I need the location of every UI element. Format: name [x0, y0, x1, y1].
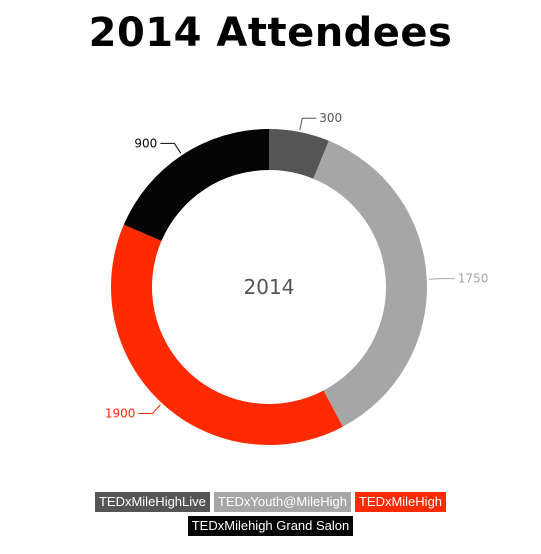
leader-lines — [138, 117, 455, 414]
donut-slices — [111, 129, 427, 445]
legend-item-tedxmilehigh[interactable]: TEDxMileHigh — [354, 492, 447, 512]
slice-tedxmilehighlive[interactable] — [269, 129, 329, 179]
legend-item-tedxmilehigh-grand-salon[interactable]: TEDxMilehigh Grand Salon — [187, 516, 354, 536]
center-label: 2014 — [244, 275, 295, 299]
chart-title: 2014 Attendees — [88, 10, 453, 56]
leader-line-tedxmilehigh — [138, 404, 161, 414]
data-labels: 300 1750 1900 900 — [105, 111, 488, 420]
donut-chart: 300 1750 1900 900 2014 — [105, 111, 488, 445]
leader-line-tedxmilehigh-grand-salon — [160, 142, 182, 154]
leader-line-tedxyouth-milehigh — [428, 278, 455, 280]
slice-tedxmilehigh[interactable] — [111, 224, 343, 445]
legend: TEDxMileHighLive TEDxYouth@MileHigh TEDxMi… — [0, 492, 541, 536]
data-label-tedxmilehigh: 1900 — [105, 406, 136, 420]
data-label-tedxmilehigh-grand-salon: 900 — [134, 136, 157, 150]
slice-tedxyouth-milehigh[interactable] — [313, 140, 427, 427]
data-label-tedxyouth-milehigh: 1750 — [458, 272, 489, 286]
data-label-tedxmilehighlive: 300 — [319, 111, 342, 125]
legend-item-tedxyouth-milehigh[interactable]: TEDxYouth@MileHigh — [213, 492, 351, 512]
leader-line-tedxmilehighlive — [299, 117, 317, 131]
slice-tedxmilehigh-grand-salon[interactable] — [123, 129, 269, 241]
legend-item-tedxmilehighlive[interactable]: TEDxMileHighLive — [94, 492, 210, 512]
